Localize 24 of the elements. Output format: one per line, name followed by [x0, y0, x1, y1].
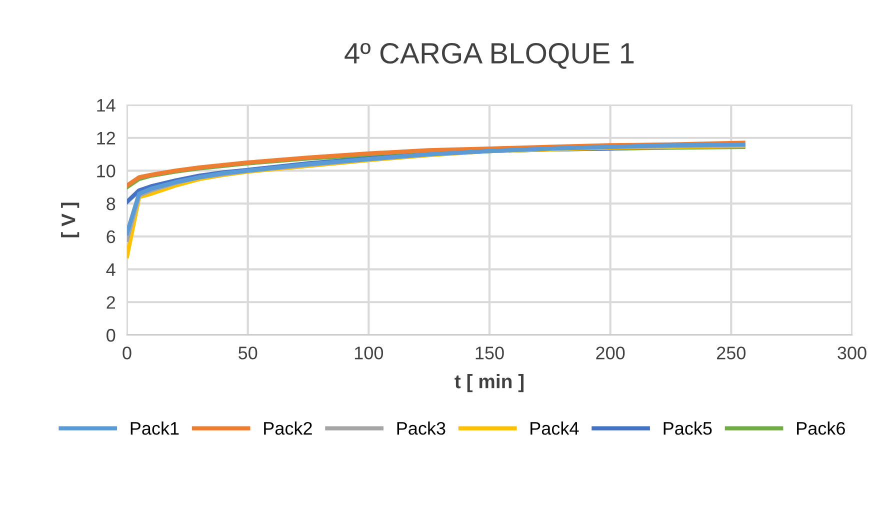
- chart-title: 4º CARGA BLOQUE 1: [344, 42, 634, 69]
- x-tick-label: 200: [596, 346, 625, 360]
- y-tick-label: 14: [97, 99, 116, 112]
- y-axis-title: [ V ]: [61, 202, 80, 238]
- legend-label: Pack1: [130, 422, 179, 435]
- y-tick-label: 2: [106, 296, 115, 309]
- x-tick-label: 100: [354, 346, 384, 360]
- legend-label: Pack3: [397, 422, 446, 435]
- y-tick-label: 4: [106, 263, 116, 276]
- y-tick-label: 8: [106, 198, 116, 210]
- x-tick-label: 50: [238, 346, 258, 360]
- y-tick-label: 6: [106, 230, 116, 244]
- y-tick-label: 10: [97, 164, 116, 178]
- legend-label: Pack2: [264, 422, 312, 435]
- y-tick-label: 12: [97, 132, 115, 144]
- x-axis-title: t [ min ]: [454, 374, 524, 392]
- x-tick-label: 300: [838, 346, 866, 360]
- legend-label: Pack5: [664, 422, 712, 435]
- x-tick-label: 150: [476, 346, 504, 360]
- legend-label: Pack4: [530, 422, 579, 435]
- y-tick-label: 0: [106, 328, 116, 342]
- legend-label: Pack6: [797, 422, 845, 435]
- x-tick-label: 0: [122, 346, 132, 360]
- x-tick-label: 250: [717, 346, 746, 360]
